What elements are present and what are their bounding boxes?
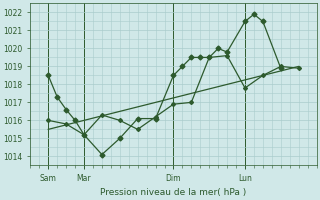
X-axis label: Pression niveau de la mer( hPa ): Pression niveau de la mer( hPa ): [100, 188, 247, 197]
